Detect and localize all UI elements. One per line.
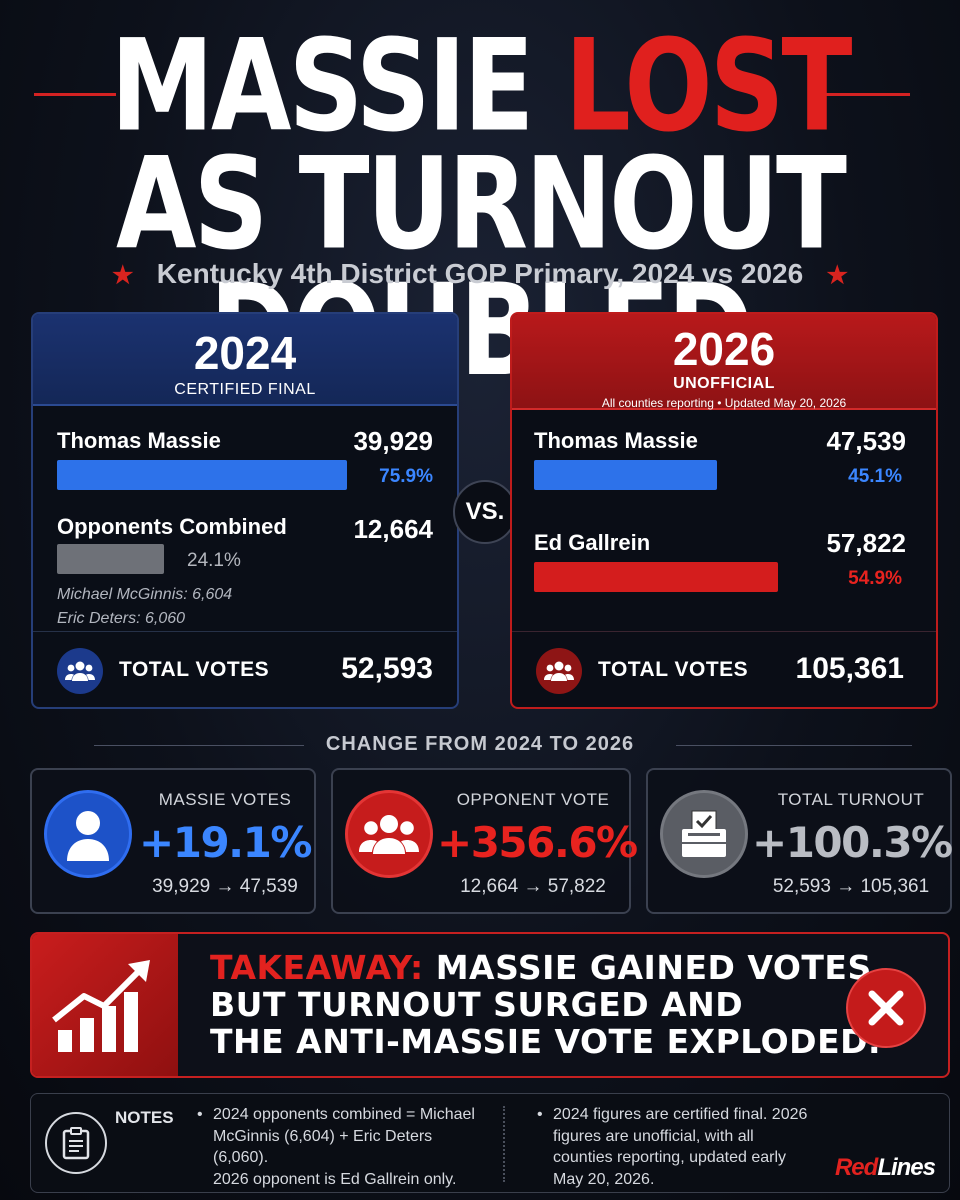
headline-line-1: MASSIE LOST [0,22,960,149]
panel-2024-status: CERTIFIED FINAL [174,381,316,398]
note-item: 2024 opponents combined = Michael McGinn… [193,1104,483,1169]
card-range: 12,664 → 57,822 [460,876,606,897]
total-votes-value: 52,593 [341,652,433,685]
opponents-name: Opponents Combined [57,514,287,539]
total-votes-label: TOTAL VOTES [119,658,270,681]
change-rule-left [94,745,304,746]
candidate-name: Thomas Massie [57,428,221,453]
takeaway-line: MASSIE GAINED VOTES, [435,948,885,987]
group-icon [345,790,433,878]
takeaway-line: THE ANTI-MASSIE VOTE EXPLODED. [210,1021,882,1061]
total-votes-value: 105,361 [795,652,904,685]
takeaway-label: TAKEAWAY: [210,948,424,987]
change-card-opponent: OPPONENT VOTE +356.6% 12,664 → 57,822 [331,768,638,914]
person-icon [44,790,132,878]
card-value: +100.3% [752,818,953,867]
panel-2026-header: 2026 UNOFFICIAL All counties reporting •… [512,314,936,410]
notes-box: NOTES 2024 opponents combined = Michael … [30,1093,950,1193]
panel-2024-header: 2024 CERTIFIED FINAL [33,314,457,406]
candidate-pct: 45.1% [848,466,902,487]
ballot-box-icon [660,790,748,878]
card-value: +356.6% [437,818,638,867]
candidate-votes: 39,929 [353,426,433,456]
headline-massie: MASSIE [110,11,535,160]
takeaway-line: BUT TURNOUT SURGED AND [210,984,744,1024]
total-votes-row: TOTAL VOTES 105,361 [512,631,936,707]
note-item: 2024 figures are certified final. 2026 f… [533,1104,813,1190]
takeaway-text: TAKEAWAY: MASSIE GAINED VOTES, BUT TURNO… [210,948,885,1061]
notes-divider [503,1106,505,1182]
subtitle: ★ Kentucky 4th District GOP Primary, 202… [0,258,960,290]
opponent-detail: Michael McGinnis: 6,604 [57,586,233,603]
card-value: +19.1% [139,818,312,867]
massie-2024-bar [57,460,347,490]
star-icon: ★ [826,262,849,289]
headline-rule-left [34,93,116,96]
card-range: 52,593 → 105,361 [772,876,930,897]
change-card-massie: MASSIE VOTES +19.1% 39,929 → 47,539 [30,768,316,914]
group-icon [57,648,103,694]
card-range: 39,929 → 47,539 [152,876,298,897]
massie-2026-bar [534,460,717,490]
subtitle-text: Kentucky 4th District GOP Primary, 2024 … [156,258,804,289]
notes-label: NOTES [115,1108,174,1127]
note-item: 2026 opponent is Ed Gallrein only. [213,1170,457,1188]
panel-2026-year: 2026 [672,323,776,375]
panel-2024-year: 2024 [193,327,297,379]
change-title: CHANGE FROM 2024 TO 2026 [325,733,635,755]
headline-rule-right [812,93,910,96]
opponents-votes: 12,664 [353,514,433,544]
change-rule-right [676,745,912,746]
candidate-pct: 75.9% [379,466,433,487]
total-votes-label: TOTAL VOTES [598,658,749,681]
clipboard-icon [45,1112,107,1174]
trend-chart-icon [32,934,178,1076]
panel-2026-status-note: All counties reporting • Updated May 20,… [601,396,847,410]
headline-lost: LOST [564,11,853,160]
change-card-turnout: TOTAL TURNOUT +100.3% 52,593 → 105,361 [646,768,953,914]
star-icon: ★ [111,262,134,289]
opponent-detail: Eric Deters: 6,060 [57,610,186,627]
vs-badge: VS. [453,480,517,544]
opponents-pct: 24.1% [187,550,241,571]
total-votes-row: TOTAL VOTES 52,593 [33,631,457,707]
takeaway-banner: TAKEAWAY: MASSIE GAINED VOTES, BUT TURNO… [30,932,950,1078]
close-x-icon [846,968,926,1048]
card-label: MASSIE VOTES [158,790,292,809]
redlines-logo: RedLines [834,1154,936,1182]
brand-part-red: Red [834,1154,878,1181]
notes-column-2: 2024 figures are certified final. 2026 f… [533,1104,813,1190]
group-icon [536,648,582,694]
panel-2026-status: UNOFFICIAL [673,375,775,392]
panel-2026: 2026 UNOFFICIAL All counties reporting •… [510,312,938,709]
card-label: OPPONENT VOTE [456,790,610,809]
panel-2024: 2024 CERTIFIED FINAL Thomas Massie 39,92… [31,312,459,709]
candidate-votes: 47,539 [826,426,906,456]
candidate-votes: 57,822 [826,528,906,558]
card-label: TOTAL TURNOUT [777,790,925,809]
opponents-2024-bar [57,544,164,574]
candidate-name: Thomas Massie [534,428,698,453]
brand-part-white: Lines [877,1154,936,1181]
gallrein-2026-bar [534,562,778,592]
notes-column-1: 2024 opponents combined = Michael McGinn… [193,1104,483,1190]
candidate-pct: 54.9% [848,568,902,589]
candidate-name: Ed Gallrein [534,530,651,555]
